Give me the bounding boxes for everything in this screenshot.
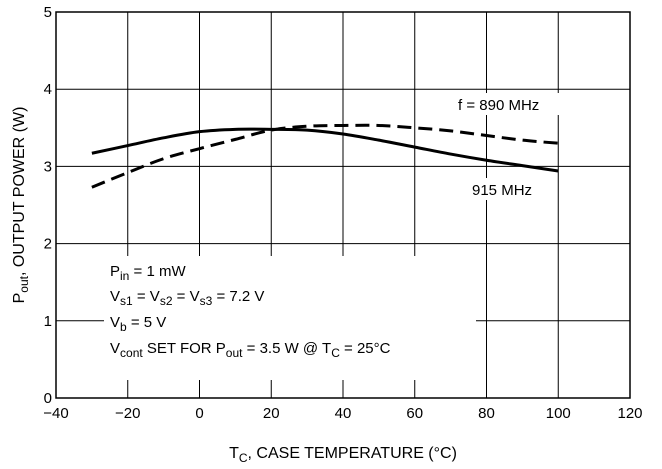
- x-tick-label: −20: [115, 405, 140, 422]
- y-tick-label: 5: [44, 4, 52, 21]
- x-tick-label: 120: [617, 405, 642, 422]
- y-tick-label: 4: [44, 81, 52, 98]
- label-890-bg: [448, 93, 564, 115]
- x-tick-label: 60: [406, 405, 423, 422]
- conditions-bg: [104, 256, 476, 380]
- series-line-915mhz: [91, 127, 559, 173]
- y-tick-label: 1: [44, 313, 52, 330]
- annot-vs: Vs1 = Vs2 = Vs3 = 7.2 V: [110, 288, 264, 308]
- plot-frame: [55, 11, 631, 399]
- x-axis-title: TC, CASE TEMPERATURE (°C): [229, 445, 457, 465]
- x-tick-label: 80: [478, 405, 495, 422]
- y-axis-title-text: Pout, OUTPUT POWER (W): [11, 107, 31, 304]
- x-tick-labels: −40 −20 0 20 40 60 80 100 120: [43, 405, 642, 422]
- annot-vcont: Vcont SET FOR Pout = 3.5 W @ TC = 25°C: [110, 340, 391, 360]
- series-lines: [91, 123, 559, 189]
- y-tick-label: 2: [44, 236, 52, 253]
- y-tick-labels: 0 1 2 3 4 5: [44, 4, 52, 407]
- x-tick-label: 100: [546, 405, 571, 422]
- series-line-890mhz: [91, 123, 559, 189]
- annot-vb: Vb = 5 V: [110, 314, 166, 334]
- label-915-bg: [464, 178, 550, 200]
- x-tick-label: 20: [263, 405, 280, 422]
- series-label-915: 915 MHz: [472, 182, 532, 199]
- annot-pin: Pin = 1 mW: [110, 263, 186, 283]
- y-tick-label: 0: [44, 390, 52, 407]
- x-tick-label: −40: [43, 405, 68, 422]
- x-tick-label: 0: [195, 405, 203, 422]
- y-tick-label: 3: [44, 158, 52, 175]
- x-tick-label: 40: [335, 405, 352, 422]
- series-label-890: f = 890 MHz: [458, 97, 539, 114]
